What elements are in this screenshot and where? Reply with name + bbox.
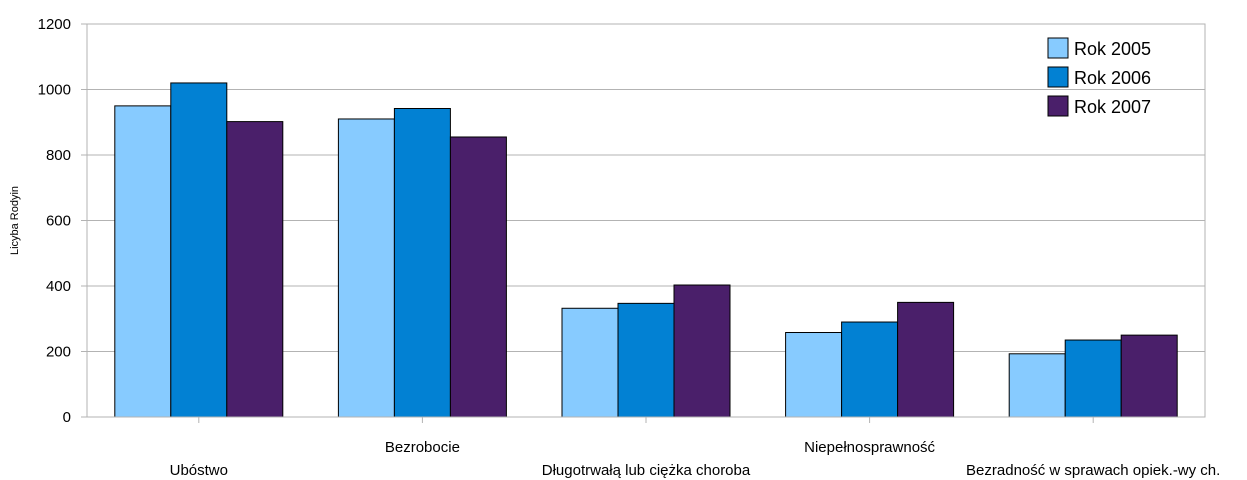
bars [114, 82, 1178, 418]
category-labels: Ubóstwo Bezrobocie Długotrwałą lub ciężka … [170, 439, 1221, 479]
legend-swatch [1047, 37, 1069, 59]
bar [561, 307, 619, 418]
legend-label: Rok 2007 [1074, 97, 1151, 117]
legend: Rok 2005 Rok 2006 Rok 2007 [1047, 37, 1151, 117]
legend-label: Rok 2005 [1074, 39, 1151, 59]
bar [785, 332, 843, 418]
y-tick-label: 600 [46, 213, 71, 230]
y-tick-label: 1000 [38, 82, 71, 99]
y-axis-label: Licyba Rodyin [9, 186, 21, 255]
y-tick-labels: 0 200 400 600 800 1000 1200 [38, 16, 71, 426]
bar [1008, 353, 1066, 418]
bar [114, 105, 172, 418]
bar [1120, 334, 1178, 418]
legend-label: Rok 2006 [1074, 68, 1151, 88]
bar [449, 136, 507, 418]
bar [1064, 339, 1122, 418]
y-tick-label: 800 [46, 147, 71, 164]
y-tick-label: 1200 [38, 16, 71, 33]
bar [337, 118, 395, 418]
y-tick-label: 400 [46, 278, 71, 295]
legend-swatch [1047, 95, 1069, 117]
y-tick-label: 200 [46, 344, 71, 361]
category-label: Bezrobocie [385, 439, 460, 456]
bar [170, 82, 228, 418]
bar [897, 301, 955, 418]
category-label: Długotrwałą lub ciężka choroba [542, 462, 751, 479]
axes [81, 23, 1206, 423]
category-label: Bezradność w sprawach opiek.-wy ch. [966, 462, 1220, 479]
bar [617, 302, 675, 418]
category-label: Niepełnosprawność [804, 439, 935, 456]
bar [226, 121, 284, 418]
legend-swatch [1047, 66, 1069, 88]
bar [393, 107, 451, 418]
category-label: Ubóstwo [170, 462, 228, 479]
y-tick-label: 0 [63, 409, 71, 426]
bar [673, 284, 731, 418]
bar [841, 321, 899, 418]
